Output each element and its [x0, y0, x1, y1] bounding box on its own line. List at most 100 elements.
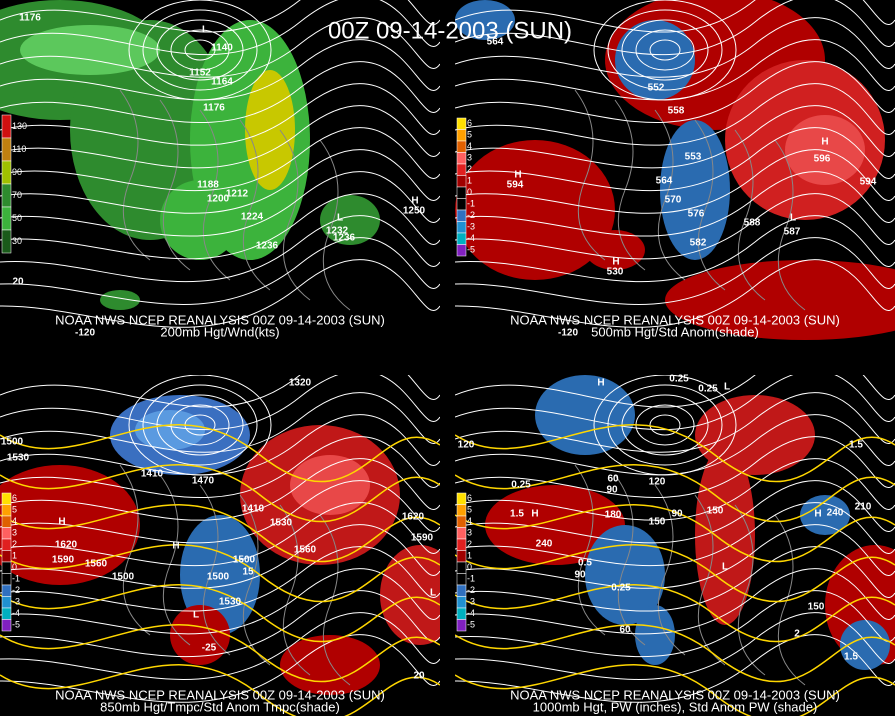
legend-swatch [1, 183, 12, 208]
contour-label: 60 [607, 474, 619, 485]
legend-label: -5 [467, 620, 475, 630]
legend-swatch [456, 186, 467, 199]
height-contour [128, 0, 272, 101]
height-contour [455, 414, 895, 476]
legend-swatch [1, 550, 12, 563]
height-contour [649, 414, 681, 436]
legend-swatch [456, 550, 467, 563]
legend-label: 4 [12, 516, 17, 526]
legend-swatch [1, 160, 12, 185]
height-contour [0, 392, 440, 453]
legend-swatch [456, 175, 467, 188]
legend-label: 30 [12, 236, 22, 246]
contour-label: 1164 [211, 77, 233, 88]
legend-label: 6 [467, 118, 472, 128]
anomaly-shade [320, 195, 380, 245]
legend-swatch [456, 232, 467, 245]
height-contour [455, 237, 895, 305]
legend-swatch [456, 117, 467, 130]
contour-label: 1500 [233, 555, 256, 566]
legend-swatch [1, 584, 12, 597]
height-contour [0, 105, 440, 169]
secondary-contour [0, 584, 440, 643]
legend-label: 6 [467, 493, 472, 503]
contour-label: 150 [649, 517, 666, 528]
height-contour [0, 0, 440, 33]
contour-label: 240 [536, 539, 553, 550]
contour-label: 90 [606, 485, 618, 496]
coastline [159, 99, 191, 271]
coastline [774, 514, 806, 686]
contour-label: 2 [794, 629, 800, 640]
contour-label: 1.5 [844, 652, 858, 663]
anomaly-shade [170, 605, 230, 665]
secondary-contour [0, 424, 440, 483]
legend-swatch [1, 538, 12, 551]
contour-label: H [172, 541, 179, 552]
height-contour [593, 375, 737, 476]
legend-label: -5 [467, 245, 475, 255]
contour-label: H [814, 509, 821, 520]
contour-label: 558 [668, 106, 685, 117]
contour-label: 150 [707, 506, 724, 517]
legend-swatch [456, 504, 467, 517]
legend-swatch [1, 504, 12, 517]
height-contour [184, 39, 216, 61]
height-contour [455, 171, 895, 237]
legend-swatch [1, 114, 12, 139]
contour-label: 0.5 [578, 558, 592, 569]
legend-swatch [456, 152, 467, 165]
legend-label: 3 [467, 153, 472, 163]
legend-label: 6 [12, 493, 17, 503]
legend-label: -3 [467, 222, 475, 232]
contour-label: 587 [784, 227, 801, 238]
contour-label: 1620 [55, 540, 78, 551]
legend-label: 3 [12, 528, 17, 538]
contour-label: L [202, 25, 208, 36]
contour-label: 1500 [112, 572, 135, 583]
panel-subtitle: 200mb Hgt/Wnd(kts) [160, 324, 279, 339]
panel-subtitle: 1000mb Hgt, PW (inches), Std Anom PW (sh… [533, 699, 818, 714]
legend-swatch [1, 527, 12, 540]
height-contour [156, 394, 244, 456]
contour-label: 553 [685, 152, 702, 163]
contour-label: 1590 [411, 533, 434, 544]
height-contour [0, 171, 440, 237]
legend-label: 2 [467, 539, 472, 549]
secondary-contour [0, 464, 440, 523]
legend-label: -4 [467, 608, 475, 618]
contour-label: L [193, 610, 199, 621]
legend-label: -1 [467, 199, 475, 209]
legend-swatch [1, 206, 12, 231]
contour-label: 594 [860, 177, 877, 188]
contour-label: H [411, 196, 418, 207]
legend-swatch [1, 137, 12, 162]
height-contour [0, 480, 440, 544]
legend-swatch [1, 573, 12, 586]
contour-label: L [337, 213, 343, 224]
contour-label: 90 [671, 509, 683, 520]
contour-label: 1250 [403, 206, 426, 217]
contour-label: 150 [808, 602, 825, 613]
height-contour [455, 127, 895, 192]
contour-label: 1188 [197, 180, 219, 191]
height-contour [170, 29, 230, 71]
legend-label: -2 [467, 585, 475, 595]
legend-swatch [456, 163, 467, 176]
legend-swatch [1, 561, 12, 574]
contour-label: 0.25 [698, 384, 718, 395]
contour-label: 582 [690, 238, 707, 249]
contour-label: 1176 [19, 13, 41, 24]
contour-label: 564 [656, 176, 673, 187]
height-contour [607, 9, 723, 91]
legend-label: -4 [467, 233, 475, 243]
legend-label: 130 [12, 121, 27, 131]
contour-label: 0.25 [511, 480, 531, 491]
secondary-contour [0, 664, 440, 716]
legend-swatch [456, 527, 467, 540]
legend-label: 1 [467, 176, 472, 186]
anomaly-shade [615, 20, 695, 100]
contour-label: 120 [649, 477, 666, 488]
height-contour [635, 29, 695, 71]
legend-label: 1 [467, 551, 472, 561]
